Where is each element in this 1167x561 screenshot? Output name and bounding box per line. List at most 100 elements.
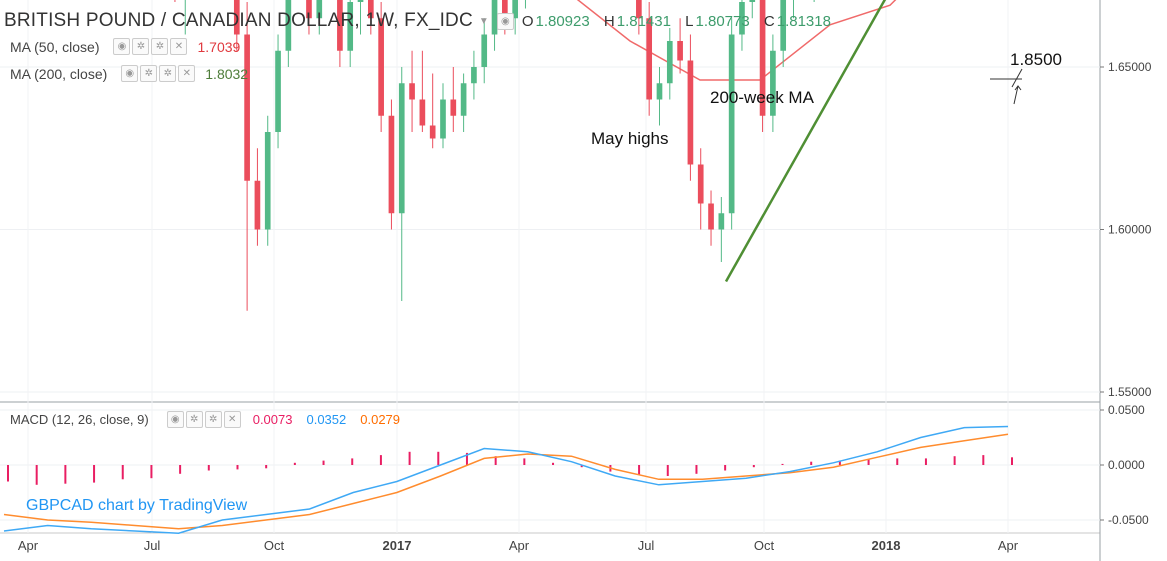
ma200-annotation: 200-week MA [710, 88, 815, 107]
macd-hist-value: 0.0073 [252, 412, 293, 427]
candle [481, 18, 488, 84]
candle [419, 50, 426, 132]
candle-body [429, 125, 436, 139]
ma200-buttons: ◉ ✲ ✲ ✕ [121, 65, 197, 82]
time-tick-label: 2018 [872, 538, 901, 553]
gear-icon[interactable]: ✲ [185, 411, 203, 428]
candle [687, 34, 694, 181]
candle [275, 34, 281, 149]
candle-body [491, 0, 498, 35]
candle [337, 0, 343, 67]
candle [471, 50, 477, 100]
macd-line [3, 425, 1009, 534]
candle-body [512, 0, 518, 19]
candle [429, 73, 436, 149]
eye-icon[interactable]: ◉ [121, 65, 139, 82]
high-label: H [603, 12, 615, 30]
gear-icon[interactable]: ✲ [140, 65, 158, 82]
macd-buttons: ◉ ✲ ✲ ✕ [166, 411, 243, 428]
candle [697, 148, 704, 230]
up-arrow-icon [1013, 85, 1022, 105]
price-tick-label: 1.65000 [1108, 60, 1152, 74]
candle [666, 28, 673, 100]
candle [316, 0, 323, 35]
low-value: 1.80773 [695, 12, 750, 30]
candle-body [378, 18, 384, 116]
time-tick-label: Apr [509, 538, 530, 553]
high-value: 1.81431 [616, 12, 671, 30]
candle-body [728, 34, 735, 214]
candle [388, 99, 395, 230]
ma50-label: MA (50, close) [10, 38, 100, 55]
candle [440, 83, 446, 149]
candle-body [770, 50, 776, 116]
close-icon[interactable]: ✕ [178, 65, 196, 82]
candle-body [306, 0, 312, 19]
tradingview-watermark: GBPCAD chart by TradingView [26, 497, 248, 514]
settings-icon[interactable]: ✲ [204, 411, 222, 428]
close-label: C [763, 12, 775, 30]
candle [409, 50, 415, 132]
candle-body [718, 213, 725, 230]
candle-body [749, 0, 756, 2]
candle-body [677, 41, 683, 61]
candle-body [450, 99, 457, 116]
trendline [724, 0, 887, 283]
ma200-legend[interactable]: MA (200, close) ◉ ✲ ✲ ✕ 1.8032 [10, 65, 248, 82]
price-tick-label: 1.60000 [1108, 223, 1152, 237]
time-tick-label: Apr [18, 538, 39, 553]
price-tick-label: 1.55000 [1108, 385, 1152, 399]
candle [636, 0, 642, 35]
candle [491, 0, 498, 51]
candle-body [656, 83, 663, 100]
candle-body [233, 0, 240, 35]
candle [398, 67, 405, 301]
open-label: O [521, 12, 534, 30]
candle-body [460, 83, 467, 116]
symbol-title[interactable]: BRITISH POUND / CANADIAN DOLLAR, 1W, FX_… [4, 10, 473, 31]
candle [184, 0, 186, 35]
gear-icon[interactable]: ✲ [132, 38, 150, 55]
chart-header: BRITISH POUND / CANADIAN DOLLAR, 1W, FX_… [4, 6, 841, 36]
close-icon[interactable]: ✕ [223, 411, 241, 428]
target-annotation: 1.8500 [1010, 50, 1062, 69]
candle-body [646, 18, 653, 100]
candle [264, 115, 271, 246]
settings-icon[interactable]: ✲ [151, 38, 169, 55]
ma50-line [576, 0, 897, 81]
eye-icon[interactable]: ◉ [166, 411, 184, 428]
macd-line-value: 0.0352 [306, 412, 347, 427]
candle [739, 0, 745, 51]
eye-icon[interactable]: ◉ [113, 38, 131, 55]
ohlc-values: O 1.80923 H 1.81431 L 1.80773 C 1.81318 [522, 13, 841, 30]
candle-body [739, 2, 745, 35]
candle-body [285, 0, 292, 51]
time-tick-label: Oct [754, 538, 775, 553]
candle [306, 0, 312, 35]
ma50-legend[interactable]: MA (50, close) ◉ ✲ ✲ ✕ 1.7039 [10, 38, 240, 55]
eye-icon[interactable]: ◉ [496, 12, 514, 30]
candle-body [419, 99, 426, 126]
candle [656, 67, 663, 126]
macd-label: MACD (12, 26, close, 9) [10, 412, 149, 427]
close-icon[interactable]: ✕ [170, 38, 188, 55]
settings-icon[interactable]: ✲ [159, 65, 177, 82]
candle-body [398, 83, 405, 214]
chevron-down-icon[interactable]: ▼ [478, 15, 489, 27]
candle-body [388, 115, 395, 214]
time-tick-label: Jul [638, 538, 655, 553]
candle-body [357, 0, 364, 2]
candle [759, 0, 766, 132]
close-value: 1.81318 [776, 12, 831, 30]
candle-body [440, 99, 446, 139]
candle-body [244, 34, 250, 181]
macd-legend[interactable]: MACD (12, 26, close, 9) ◉ ✲ ✲ ✕ 0.0073 0… [10, 411, 400, 428]
candle [770, 34, 776, 132]
time-tick-label: Oct [264, 538, 285, 553]
candle-body [636, 0, 642, 19]
candle [793, 0, 795, 19]
candle [378, 2, 384, 132]
candle [677, 18, 683, 74]
